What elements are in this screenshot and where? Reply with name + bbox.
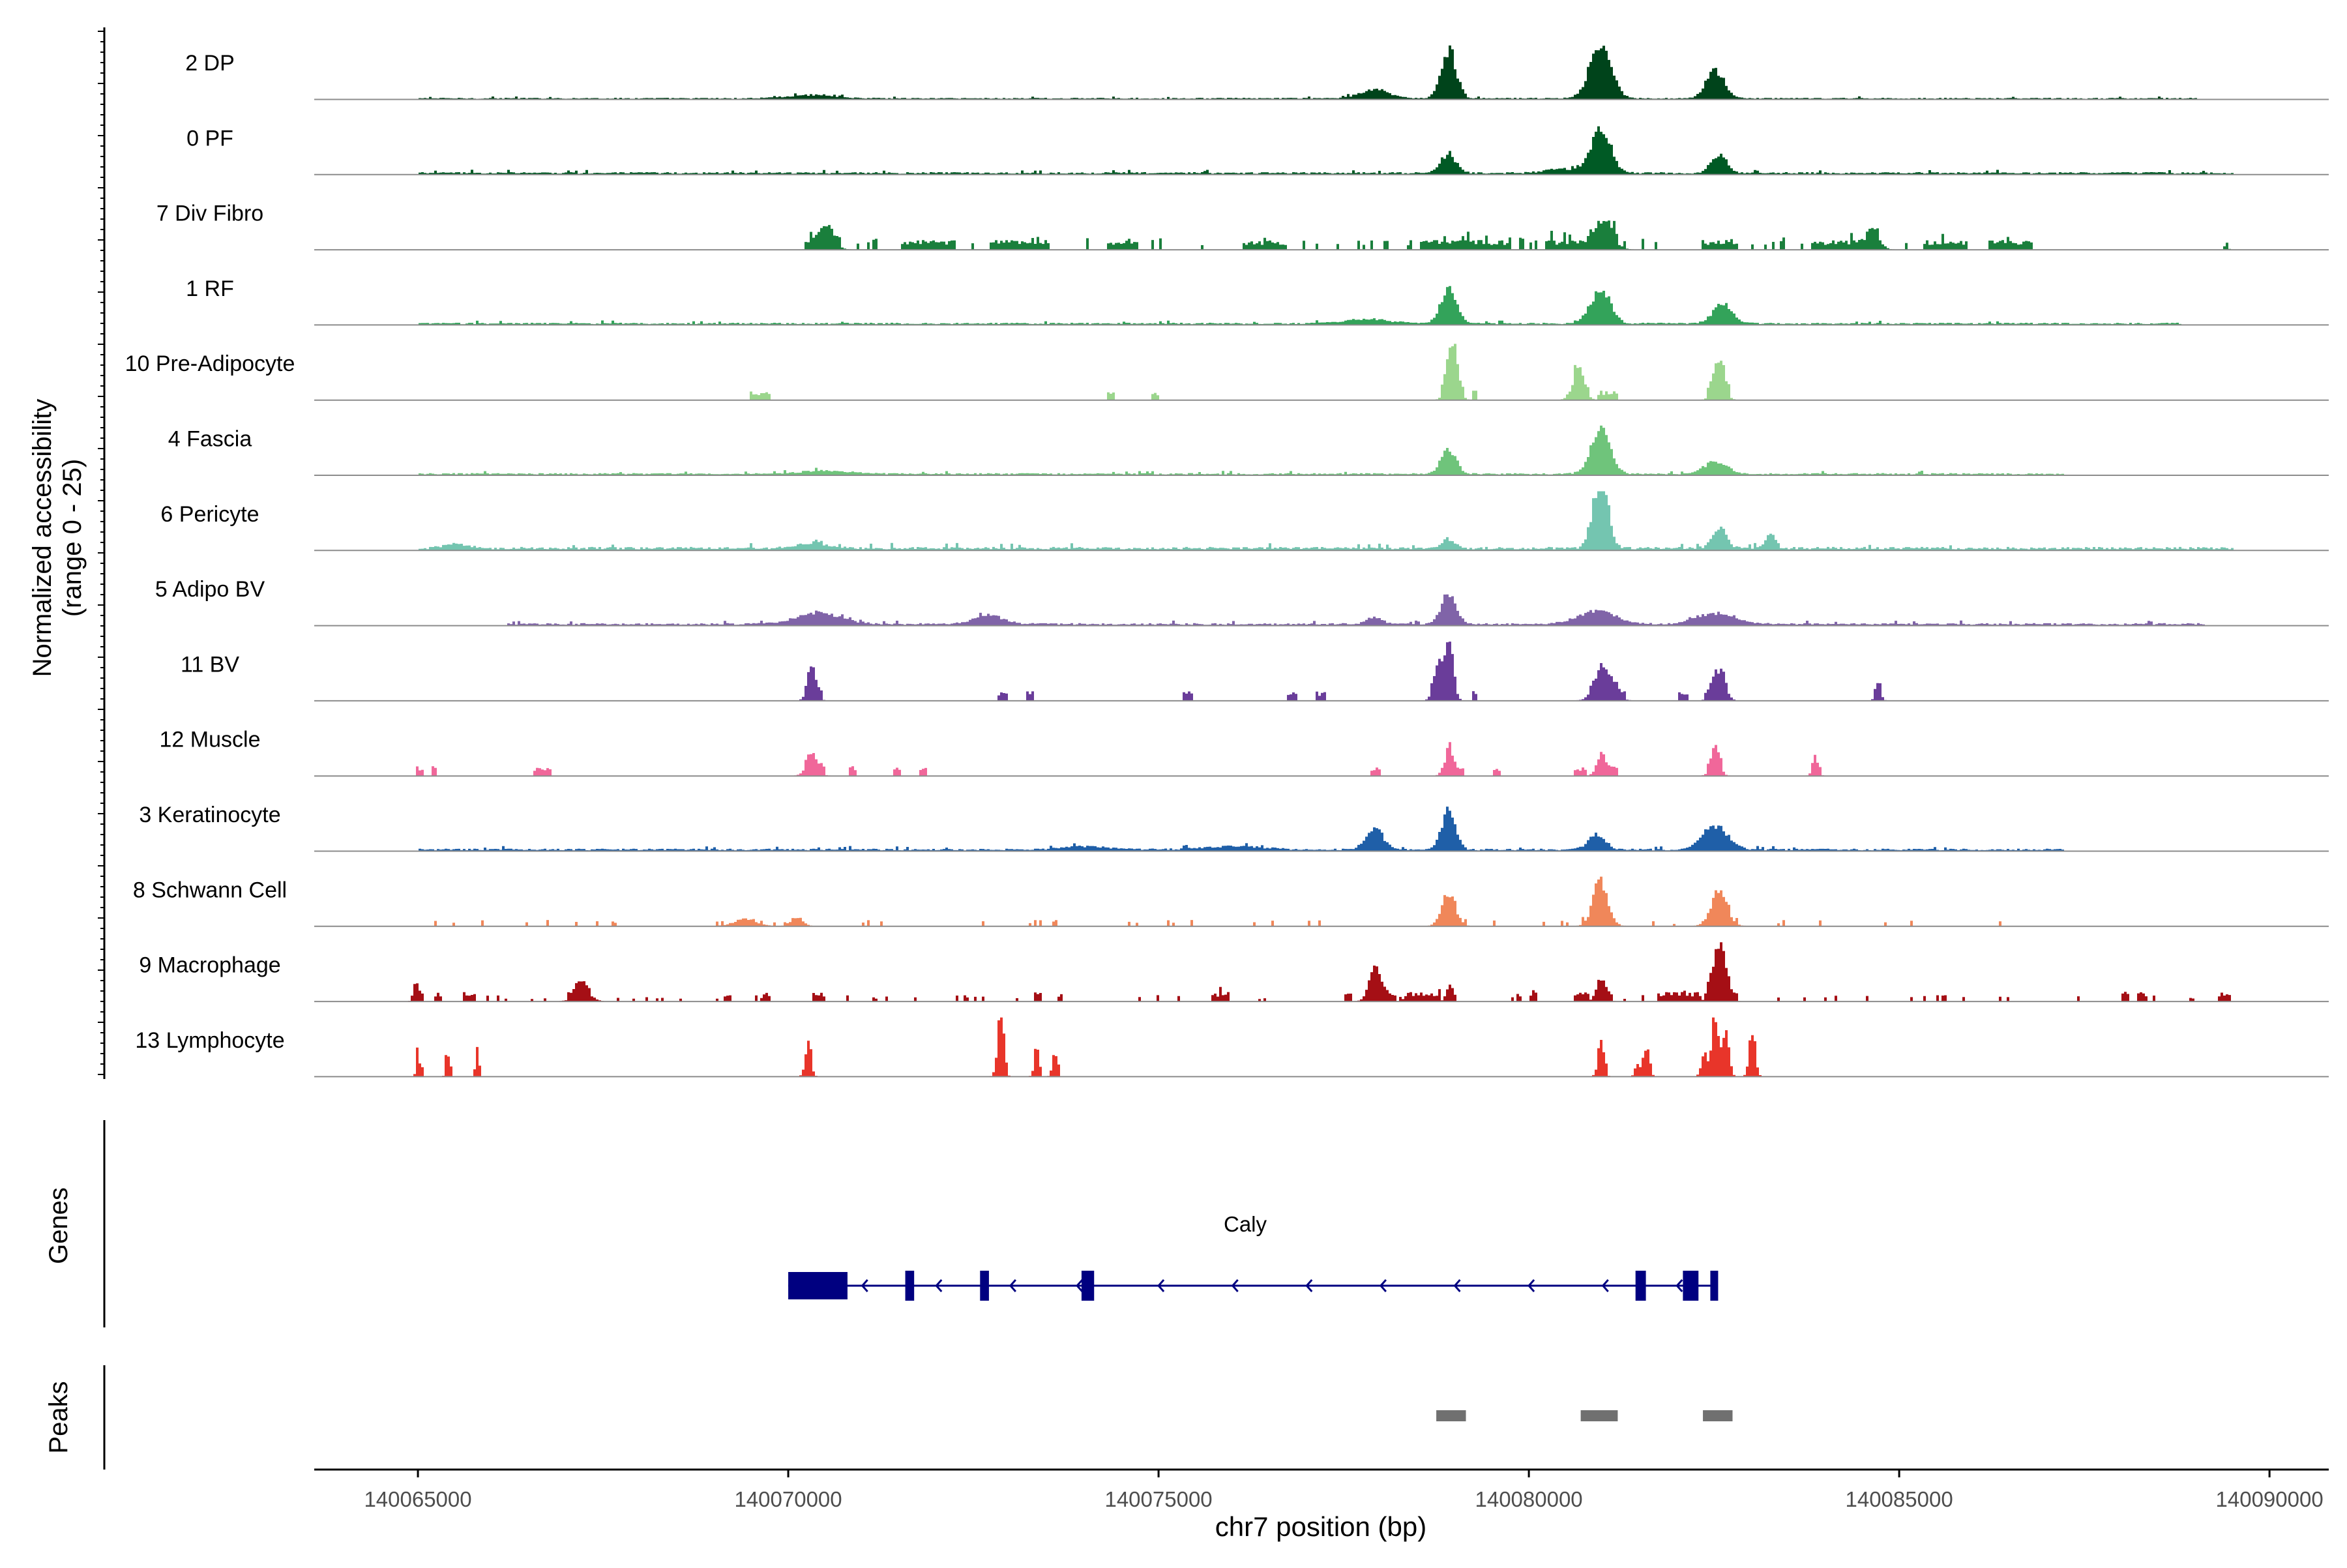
track-label-8-schwann-cell: 8 Schwann Cell xyxy=(133,878,287,902)
gene-utr xyxy=(788,1272,848,1299)
strand-arrow-icon xyxy=(861,1279,868,1292)
track-12-muscle: 12 Muscle xyxy=(160,728,2330,777)
track-2-dp: 2 DP xyxy=(185,45,2330,100)
peak-region xyxy=(1436,1410,1466,1421)
track-9-macrophage: 9 Macrophage xyxy=(139,942,2330,1003)
peaks-track-label: Peaks xyxy=(44,1381,73,1453)
track-label-2-dp: 2 DP xyxy=(185,51,235,76)
strand-arrow-icon xyxy=(1305,1279,1313,1292)
genes-track xyxy=(788,1271,1719,1301)
peak-region xyxy=(1703,1410,1733,1421)
strand-arrow-icon xyxy=(1157,1279,1165,1292)
track-5-adipo-bv: 5 Adipo BV xyxy=(155,577,2330,627)
track-label-13-lymphocyte: 13 Lymphocyte xyxy=(135,1028,284,1053)
coverage-area-5-adipo-bv xyxy=(314,594,2330,626)
peak-region xyxy=(1580,1410,1618,1421)
strand-arrow-icon xyxy=(1453,1279,1461,1292)
y-axis-label-line1: Normalized accessibility xyxy=(28,399,57,677)
track-8-schwann-cell: 8 Schwann Cell xyxy=(133,876,2330,927)
track-label-3-keratinocyte: 3 Keratinocyte xyxy=(139,803,280,827)
track-11-bv: 11 BV xyxy=(181,642,2330,702)
track-label-5-adipo-bv: 5 Adipo BV xyxy=(155,577,265,602)
track-label-0-pf: 0 PF xyxy=(186,126,233,151)
peaks-track xyxy=(1436,1410,1733,1421)
track-7-div-fibro: 7 Div Fibro xyxy=(156,201,2330,251)
strand-arrow-icon xyxy=(935,1279,943,1292)
x-axis-title: chr7 position (bp) xyxy=(1215,1511,1427,1542)
track-13-lymphocyte: 13 Lymphocyte xyxy=(135,1017,2330,1078)
strand-arrow-icon xyxy=(1528,1279,1535,1292)
x-tick-label: 140080000 xyxy=(1475,1487,1582,1511)
track-label-7-div-fibro: 7 Div Fibro xyxy=(156,201,263,226)
gene-exon xyxy=(1081,1271,1095,1301)
left-axis-lines xyxy=(98,27,106,1470)
track-1-rf: 1 RF xyxy=(186,276,2330,326)
track-4-fascia: 4 Fascia xyxy=(168,425,2330,476)
track-6-pericyte: 6 Pericyte xyxy=(160,491,2330,552)
strand-arrow-icon xyxy=(1076,1279,1084,1292)
track-3-keratinocyte: 3 Keratinocyte xyxy=(139,803,2330,852)
track-label-12-muscle: 12 Muscle xyxy=(160,728,261,752)
strand-arrow-icon xyxy=(1379,1279,1387,1292)
coverage-area-9-macrophage xyxy=(314,942,2330,1001)
track-label-1-rf: 1 RF xyxy=(186,276,234,301)
x-tick-label: 140065000 xyxy=(364,1487,471,1511)
x-axis: 140065000 140070000 140075000 140080000 1400… xyxy=(314,1468,2329,1511)
gene-exon xyxy=(1710,1271,1719,1301)
gene-exon xyxy=(1683,1271,1699,1301)
gene-exon xyxy=(980,1271,989,1301)
coverage-tracks: 2 DP 0 PF 7 Div Fibro 1 RF 10 Pre-Adipocyte 4… xyxy=(125,45,2330,1078)
strand-arrow-icon xyxy=(1601,1279,1609,1292)
strand-arrow-icon xyxy=(1009,1279,1016,1292)
track-label-11-bv: 11 BV xyxy=(181,652,239,677)
strand-arrow-icon xyxy=(1675,1279,1683,1292)
x-tick-label: 140070000 xyxy=(734,1487,842,1511)
track-0-pf: 0 PF xyxy=(186,126,2330,175)
genes-track-label: Genes xyxy=(44,1187,73,1264)
y-axis-label-line2: (range 0 - 25) xyxy=(58,459,87,617)
track-label-10-pre-adipocyte: 10 Pre-Adipocyte xyxy=(125,351,295,376)
gene-name-label: Caly xyxy=(1224,1212,1267,1236)
gene-exon xyxy=(905,1271,915,1301)
x-tick-label: 140085000 xyxy=(1846,1487,1953,1511)
track-label-6-pericyte: 6 Pericyte xyxy=(160,502,259,527)
x-tick-label: 140090000 xyxy=(2216,1487,2324,1511)
track-label-4-fascia: 4 Fascia xyxy=(168,427,252,452)
track-label-9-macrophage: 9 Macrophage xyxy=(139,953,280,978)
coverage-area-12-muscle xyxy=(314,742,2330,776)
gene-exon xyxy=(1635,1271,1646,1301)
x-tick-label: 140075000 xyxy=(1104,1487,1212,1511)
strand-arrow-icon xyxy=(1231,1279,1239,1292)
coverage-area-7-div-fibro xyxy=(314,220,2330,250)
track-10-pre-adipocyte: 10 Pre-Adipocyte xyxy=(125,344,2330,401)
